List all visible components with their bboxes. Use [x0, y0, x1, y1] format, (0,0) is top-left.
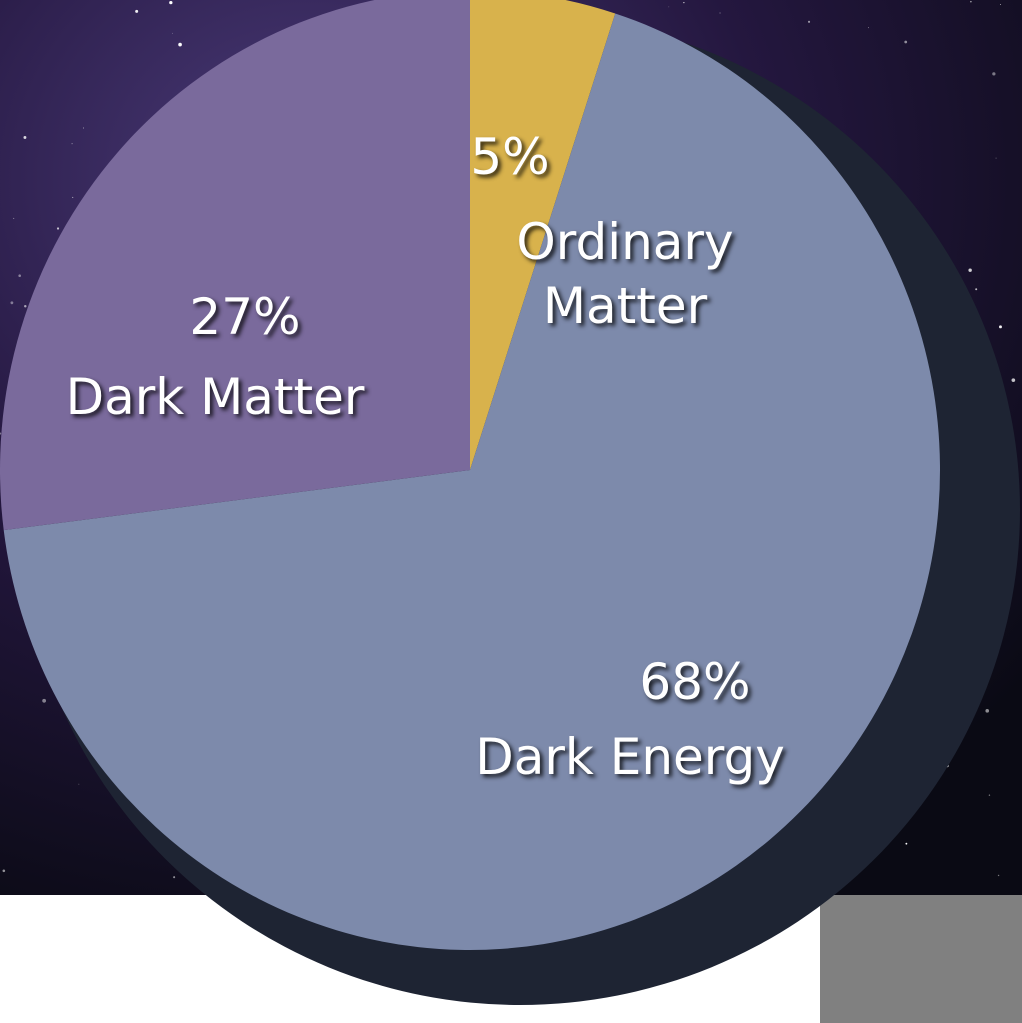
pie-slice	[0, 0, 470, 531]
star	[169, 0, 173, 5]
star	[985, 709, 990, 713]
star	[24, 305, 27, 308]
value-label: 5%	[470, 128, 550, 186]
star	[13, 217, 15, 219]
star	[72, 196, 74, 198]
category-label: Dark Energy	[475, 728, 785, 786]
star	[71, 143, 73, 145]
star	[23, 136, 27, 139]
slices	[0, 0, 941, 951]
star	[1011, 378, 1016, 382]
star	[995, 157, 997, 159]
star	[968, 268, 972, 272]
value-label: 27%	[189, 288, 301, 346]
star	[970, 0, 972, 3]
star	[18, 274, 21, 278]
star	[992, 72, 996, 76]
star	[868, 27, 869, 29]
star	[1000, 4, 1002, 6]
star	[0, 432, 2, 435]
star	[171, 32, 173, 34]
star	[683, 1, 685, 4]
star	[904, 40, 908, 44]
star	[42, 698, 47, 703]
star	[82, 127, 85, 129]
star	[999, 325, 1002, 329]
pie-slice	[470, 0, 616, 470]
star	[807, 20, 811, 23]
star	[173, 876, 176, 879]
star	[997, 874, 1000, 877]
value-label: 68%	[639, 653, 751, 711]
star	[10, 301, 14, 305]
star	[975, 288, 978, 291]
star	[56, 227, 60, 230]
category-label: Ordinary Matter	[516, 213, 734, 335]
star	[905, 842, 908, 845]
star	[135, 9, 139, 13]
star	[178, 42, 182, 47]
star	[668, 6, 670, 8]
gray-corner	[820, 895, 1022, 1023]
category-label: Dark Matter	[65, 368, 365, 426]
star	[988, 794, 991, 796]
star	[719, 12, 721, 14]
star	[2, 869, 6, 873]
pie-slice	[3, 13, 941, 951]
star	[78, 783, 80, 785]
